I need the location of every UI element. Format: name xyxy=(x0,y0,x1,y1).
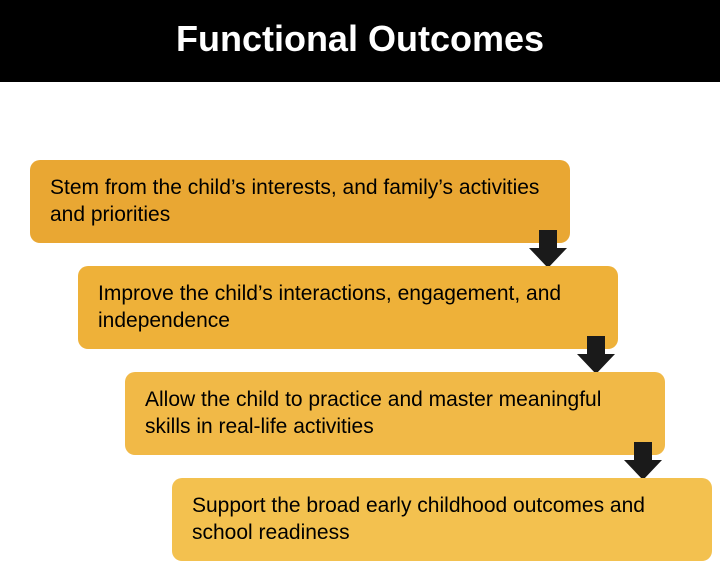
down-arrow-icon xyxy=(575,334,617,376)
title-bar: Functional Outcomes xyxy=(0,0,720,82)
step-box-1: Stem from the child’s interests, and fam… xyxy=(30,160,570,243)
step-box-2: Improve the child’s interactions, engage… xyxy=(78,266,618,349)
down-arrow-icon xyxy=(622,440,664,482)
steps-container: Stem from the child’s interests, and fam… xyxy=(0,82,720,522)
page-title: Functional Outcomes xyxy=(0,18,720,60)
step-box-3: Allow the child to practice and master m… xyxy=(125,372,665,455)
step-box-4: Support the broad early childhood outcom… xyxy=(172,478,712,561)
down-arrow-icon xyxy=(527,228,569,270)
